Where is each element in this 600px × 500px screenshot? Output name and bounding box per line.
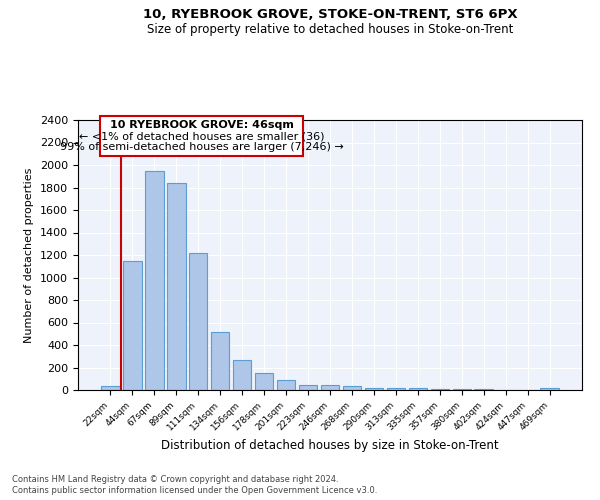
FancyBboxPatch shape	[100, 116, 302, 156]
Bar	[145, 170, 164, 390]
Bar	[167, 183, 185, 390]
Text: 10, RYEBROOK GROVE, STOKE-ON-TRENT, ST6 6PX: 10, RYEBROOK GROVE, STOKE-ON-TRENT, ST6 …	[143, 8, 517, 20]
X-axis label: Distribution of detached houses by size in Stoke-on-Trent: Distribution of detached houses by size …	[161, 439, 499, 452]
Text: Contains public sector information licensed under the Open Government Licence v3: Contains public sector information licen…	[12, 486, 377, 495]
Bar	[320, 386, 340, 390]
Bar	[409, 388, 427, 390]
Bar	[233, 360, 251, 390]
Bar	[365, 388, 383, 390]
Bar	[299, 384, 317, 390]
Bar	[277, 380, 295, 390]
Bar	[386, 388, 405, 390]
Bar	[101, 386, 119, 390]
Text: ← <1% of detached houses are smaller (36): ← <1% of detached houses are smaller (36…	[79, 131, 324, 141]
Bar	[211, 332, 229, 390]
Text: Contains HM Land Registry data © Crown copyright and database right 2024.: Contains HM Land Registry data © Crown c…	[12, 474, 338, 484]
Bar	[541, 388, 559, 390]
Text: 99% of semi-detached houses are larger (7,246) →: 99% of semi-detached houses are larger (…	[59, 142, 343, 152]
Bar	[123, 260, 142, 390]
Bar	[431, 389, 449, 390]
Bar	[255, 372, 274, 390]
Bar	[189, 253, 208, 390]
Text: Size of property relative to detached houses in Stoke-on-Trent: Size of property relative to detached ho…	[147, 22, 513, 36]
Y-axis label: Number of detached properties: Number of detached properties	[25, 168, 34, 342]
Bar	[343, 386, 361, 390]
Text: 10 RYEBROOK GROVE: 46sqm: 10 RYEBROOK GROVE: 46sqm	[110, 120, 293, 130]
